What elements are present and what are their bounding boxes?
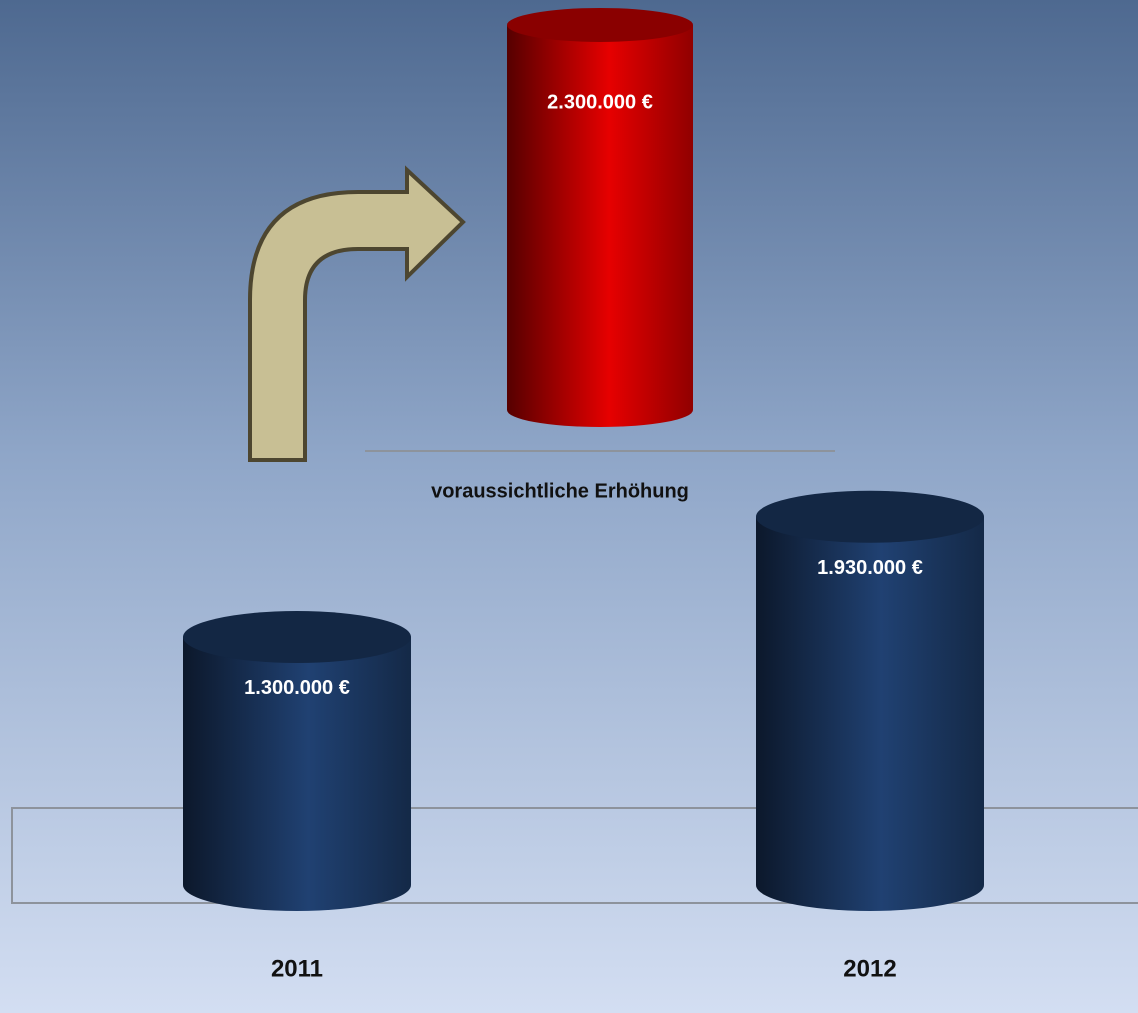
bar-top: [183, 610, 411, 663]
bent-arrow: [248, 165, 466, 462]
bar: [507, 24, 693, 427]
value-label: 1.300.000 €: [244, 677, 350, 699]
bar-top: [507, 7, 693, 42]
bar: [756, 516, 984, 911]
bar: [183, 636, 411, 911]
x-tick-label: voraussichtliche Erhöhung: [431, 480, 689, 502]
bar-top: [756, 490, 984, 543]
x-tick-label: 2011: [271, 955, 323, 982]
value-label: 1.930.000 €: [817, 557, 923, 579]
x-tick-label: 2012: [843, 955, 896, 982]
value-label: 2.300.000 €: [547, 91, 653, 113]
plot-floor: [11, 807, 1138, 904]
